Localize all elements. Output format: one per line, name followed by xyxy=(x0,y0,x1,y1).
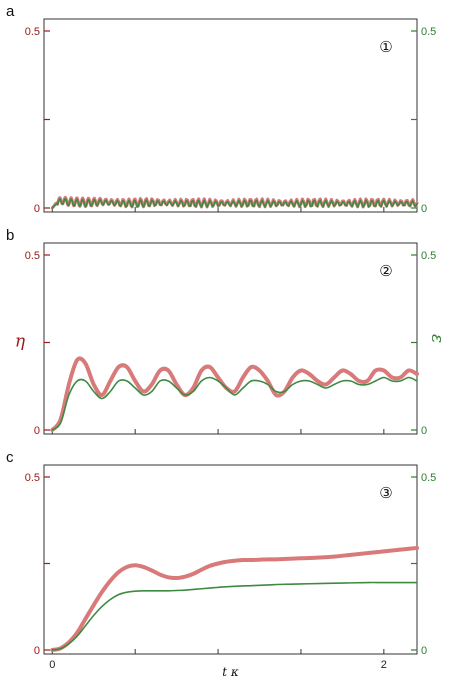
panel-letter: b xyxy=(6,227,14,244)
left-tick-label: 0 xyxy=(34,425,40,437)
right-tick-label: 0.5 xyxy=(421,250,436,262)
series-line-eta xyxy=(50,545,419,652)
series-line-epsilon xyxy=(51,581,418,651)
right-tick-label: 0 xyxy=(421,425,427,437)
panel-letter: c xyxy=(6,449,14,466)
panel-letter: a xyxy=(6,3,15,20)
panel-marker: ② xyxy=(379,262,392,280)
y-axis-label-right: ε xyxy=(427,334,447,343)
series-line-epsilon xyxy=(51,197,418,209)
plot-frame xyxy=(43,18,418,213)
x-tick-label: 0 xyxy=(49,659,55,671)
y-axis-label-left: η xyxy=(15,332,26,352)
panel-c: 0 0.5 0 0.5 0 2 c ③ t κ xyxy=(6,449,436,679)
panel-marker: ③ xyxy=(379,484,392,502)
right-tick-label: 0 xyxy=(421,203,427,215)
x-tick-label: 2 xyxy=(381,659,387,671)
left-tick-label: 0 xyxy=(34,645,40,657)
panel-b: 0 0.5 0 0.5 b ② η ε xyxy=(6,227,447,437)
left-tick-label: 0.5 xyxy=(25,250,40,262)
left-tick-label: 0 xyxy=(34,203,40,215)
left-tick-label: 0.5 xyxy=(25,26,40,38)
series-line-eta xyxy=(50,356,419,432)
right-tick-label: 0.5 xyxy=(421,26,436,38)
x-axis-label: t κ xyxy=(222,665,239,679)
plot-frame xyxy=(43,464,418,655)
left-tick-label: 0.5 xyxy=(25,472,40,484)
panel-a: 0 0.5 0 0.5 a ① xyxy=(6,3,436,215)
panel-marker: ① xyxy=(379,38,392,56)
plot-frame xyxy=(43,242,418,435)
right-tick-label: 0 xyxy=(421,645,427,657)
right-tick-label: 0.5 xyxy=(421,472,436,484)
series-line-epsilon xyxy=(51,376,418,431)
